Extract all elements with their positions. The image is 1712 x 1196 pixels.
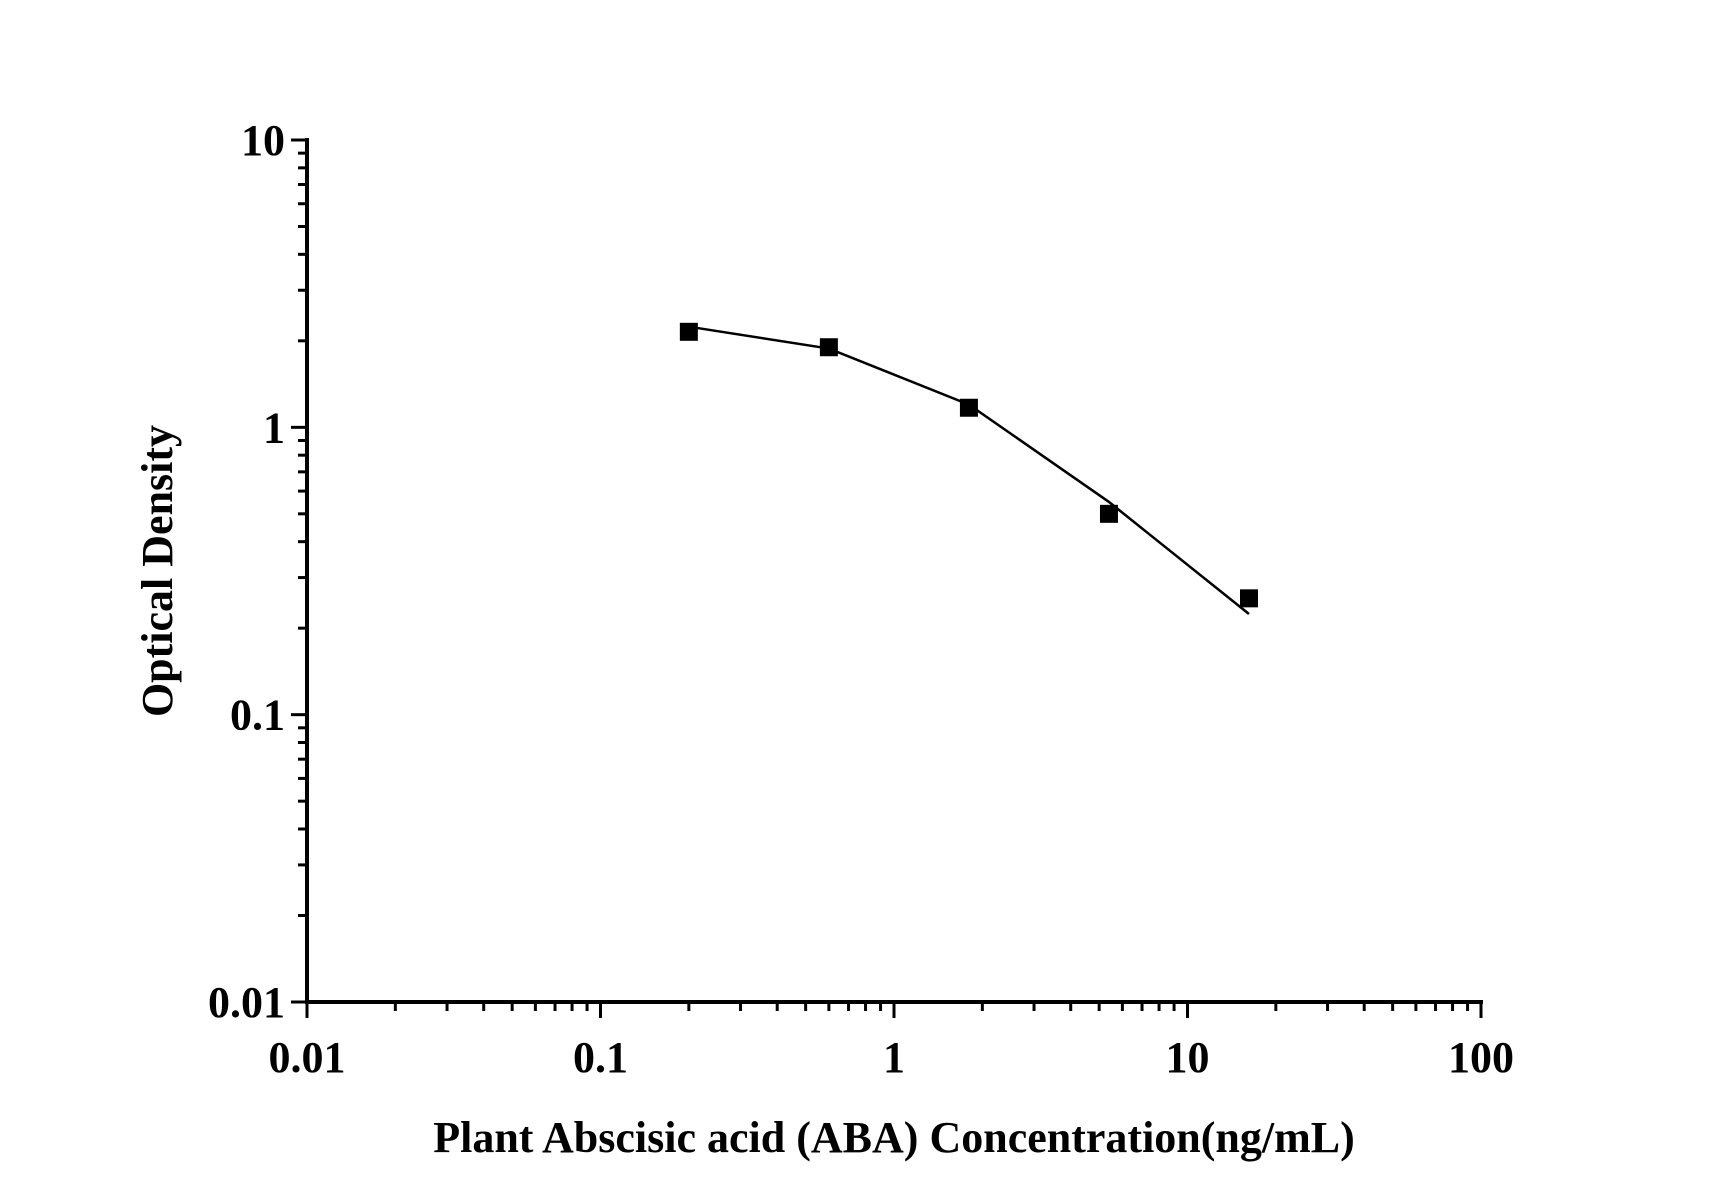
axes: 0.01 0.1 1 10 100 0.01 0.1 1 10: [208, 116, 1514, 1082]
data-point-square: [679, 322, 698, 341]
data-point-square: [1239, 589, 1258, 608]
y-tick-label: 1: [263, 403, 285, 452]
data-point-square: [819, 338, 838, 357]
x-axis-title: Plant Abscisic acid (ABA) Concentration(…: [433, 1113, 1355, 1162]
y-axis-title: Optical Density: [133, 425, 182, 717]
data-point-square: [959, 398, 978, 417]
data-point-square: [1099, 504, 1118, 523]
x-tick-label: 100: [1448, 1033, 1514, 1082]
y-tick-label: 0.1: [230, 691, 285, 740]
fit-line: [688, 325, 1250, 616]
x-tick-label: 1: [883, 1033, 905, 1082]
x-tick-label: 10: [1166, 1033, 1210, 1082]
x-tick-label: 0.1: [573, 1033, 628, 1082]
marks: [679, 322, 1258, 616]
x-tick-label: 0.01: [269, 1033, 346, 1082]
y-tick-label: 10: [241, 116, 285, 165]
y-tick-label: 0.01: [208, 978, 285, 1027]
